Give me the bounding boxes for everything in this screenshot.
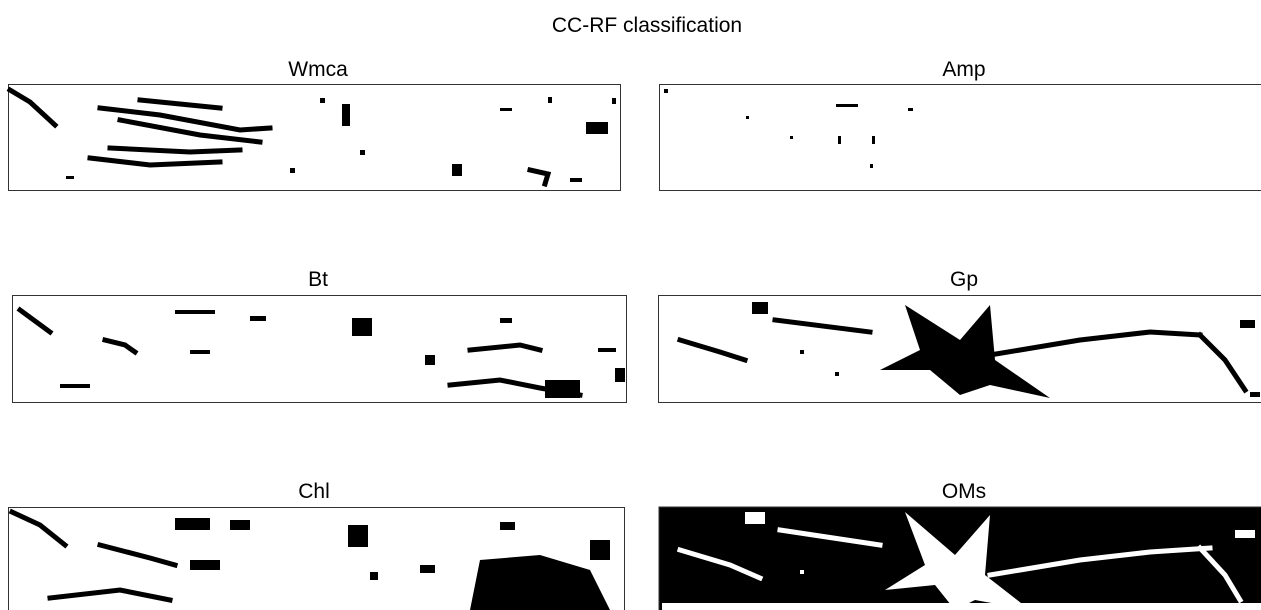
map-pixels (570, 178, 582, 182)
map-pixels (348, 525, 368, 547)
map-pixels (790, 136, 793, 139)
map-pixels (836, 104, 858, 107)
map-pixels (1196, 544, 1244, 604)
map-pixels (987, 545, 1213, 578)
map-pixels (908, 108, 913, 111)
map-pixels (360, 150, 365, 155)
map-pixels (777, 527, 883, 548)
map-pixels (190, 350, 210, 354)
map-pixels (500, 522, 515, 530)
map-pixels (470, 555, 610, 610)
map-pixels (60, 384, 90, 388)
map-pixels (230, 520, 250, 530)
map-pixels (676, 546, 764, 582)
map-pixels (615, 368, 625, 382)
map-pixels (800, 350, 804, 354)
map-pixels (500, 318, 512, 323)
map-pixels (175, 518, 210, 530)
map-gp (658, 295, 1261, 403)
map-pixels (117, 117, 263, 145)
map-pixels (662, 603, 1261, 610)
map-pixels (16, 306, 54, 336)
map-pixels (452, 164, 462, 176)
map-pixels (96, 541, 179, 569)
map-pixels (1240, 320, 1255, 328)
map-pixels (6, 86, 59, 129)
map-pixels (987, 329, 1203, 358)
map-pixels (66, 176, 74, 179)
map-pixels (370, 572, 378, 580)
map-pixels (1196, 331, 1249, 394)
map-pixels (745, 512, 765, 524)
map-pixels (290, 168, 295, 173)
map-pixels (885, 512, 1030, 610)
map-pixels (101, 336, 139, 356)
map-pixels (772, 317, 873, 335)
map-pixels (800, 570, 804, 574)
figure-title: CC-RF classification (552, 14, 742, 37)
map-pixels (835, 372, 839, 376)
map-frame (8, 84, 621, 191)
map-pixels (838, 136, 841, 144)
map-pixels (250, 316, 266, 321)
map-pixels (872, 136, 875, 144)
map-pixels (97, 105, 273, 133)
map-pixels (175, 310, 215, 314)
map-pixels (880, 305, 1050, 398)
panel-title: Wmca (288, 58, 348, 81)
map-pixels (1235, 530, 1255, 538)
map-pixels (47, 587, 173, 603)
map-pixels (137, 97, 223, 111)
map-pixels (676, 336, 749, 364)
map-pixels (420, 565, 435, 573)
map-pixels (548, 97, 552, 103)
map-pixels (352, 318, 372, 336)
map-pixels (590, 540, 610, 560)
panel-title: Chl (298, 480, 330, 503)
map-pixels (500, 108, 512, 111)
map-pixels (586, 122, 608, 134)
panel-title: Bt (308, 268, 328, 291)
map-pixels (664, 89, 668, 93)
map-pixels (612, 98, 616, 104)
map-pixels (545, 380, 580, 398)
map-pixels (746, 116, 749, 119)
map-pixels (425, 355, 435, 365)
map-wmca (6, 84, 621, 191)
map-pixels (870, 164, 873, 168)
map-pixels (1250, 392, 1260, 397)
map-pixels (190, 560, 220, 570)
map-pixels (342, 104, 350, 126)
map-frame (659, 84, 1261, 191)
map-pixels (752, 302, 768, 314)
map-pixels (8, 508, 69, 549)
map-pixels (87, 155, 223, 168)
panel-title: Amp (942, 58, 985, 81)
map-oms (658, 506, 1261, 610)
map-chl (8, 507, 625, 610)
map-pixels (320, 98, 325, 103)
map-pixels (598, 348, 616, 352)
map-pixels (467, 342, 544, 354)
panel-title: Gp (950, 268, 978, 291)
map-pixels (107, 145, 243, 155)
map-pixels (527, 167, 552, 188)
panel-title: OMs (942, 480, 986, 503)
map-bt (12, 295, 627, 403)
map-amp (659, 84, 1261, 191)
